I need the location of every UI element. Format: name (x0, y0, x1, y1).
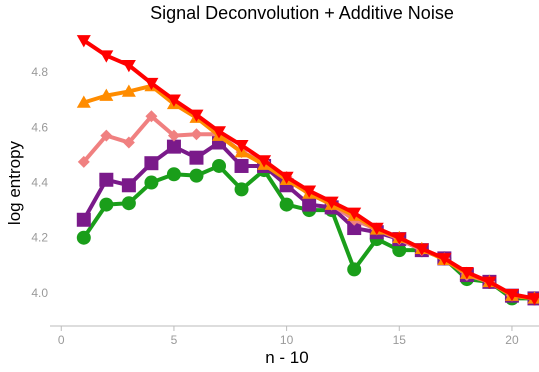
y-tick-label: 4.8 (31, 65, 48, 79)
data-point (144, 175, 159, 190)
data-point (189, 150, 204, 165)
data-point (99, 50, 114, 63)
data-point (392, 232, 407, 245)
data-point (212, 158, 227, 173)
data-point (302, 197, 317, 212)
data-point (527, 293, 539, 306)
series-square (76, 135, 539, 306)
data-point (482, 276, 497, 289)
data-point (121, 178, 136, 193)
data-point (212, 126, 227, 139)
data-point (302, 185, 317, 198)
data-point (504, 289, 519, 302)
data-point (100, 129, 113, 142)
data-point (414, 243, 429, 256)
data-point (122, 136, 135, 149)
y-tick-label: 4.4 (31, 176, 48, 190)
data-point (166, 94, 181, 107)
axes: 0 5 10 15 20 4.0 4.2 4.4 4.6 4.8 (31, 65, 539, 347)
data-point (76, 95, 91, 108)
data-point (279, 171, 294, 184)
data-point (166, 139, 181, 154)
data-point (76, 212, 91, 227)
data-point (324, 196, 339, 209)
plot-area (76, 35, 539, 306)
series-circle (76, 158, 539, 306)
data-point (144, 77, 159, 91)
y-axis-label: log entropy (5, 140, 24, 225)
chart-title: Signal Deconvolution + Additive Noise (150, 3, 454, 23)
data-point (76, 230, 91, 245)
data-point (234, 140, 249, 153)
y-tick-label: 4.2 (31, 231, 48, 245)
x-tick-label: 5 (171, 333, 178, 347)
data-point (144, 156, 159, 171)
data-point (459, 266, 474, 280)
data-point (347, 262, 362, 277)
data-point (234, 158, 249, 173)
data-point (189, 109, 204, 122)
data-point (392, 243, 407, 258)
data-point (347, 207, 362, 220)
data-point (121, 84, 136, 97)
data-point (121, 60, 136, 73)
x-tick-label: 10 (280, 333, 294, 347)
y-tick-label: 4.6 (31, 120, 48, 134)
data-point (99, 88, 114, 101)
x-tick-label: 20 (505, 333, 519, 347)
data-point (145, 110, 158, 123)
data-point (76, 35, 91, 48)
data-point (99, 172, 114, 187)
y-tick-label: 4.0 (31, 286, 48, 300)
data-point (99, 197, 114, 212)
data-point (369, 222, 384, 236)
data-point (167, 129, 180, 142)
x-axis-label: n - 10 (265, 348, 308, 367)
data-point (347, 221, 362, 236)
data-point (257, 155, 272, 168)
data-point (279, 197, 294, 212)
x-tick-label: 0 (58, 333, 65, 347)
data-point (437, 253, 452, 266)
data-point (121, 196, 136, 211)
series-triangle-down (76, 35, 539, 306)
x-tick-label: 15 (393, 333, 407, 347)
data-point (77, 155, 90, 168)
data-point (190, 128, 203, 141)
data-point (189, 168, 204, 183)
data-point (234, 182, 249, 197)
data-point (166, 167, 181, 182)
